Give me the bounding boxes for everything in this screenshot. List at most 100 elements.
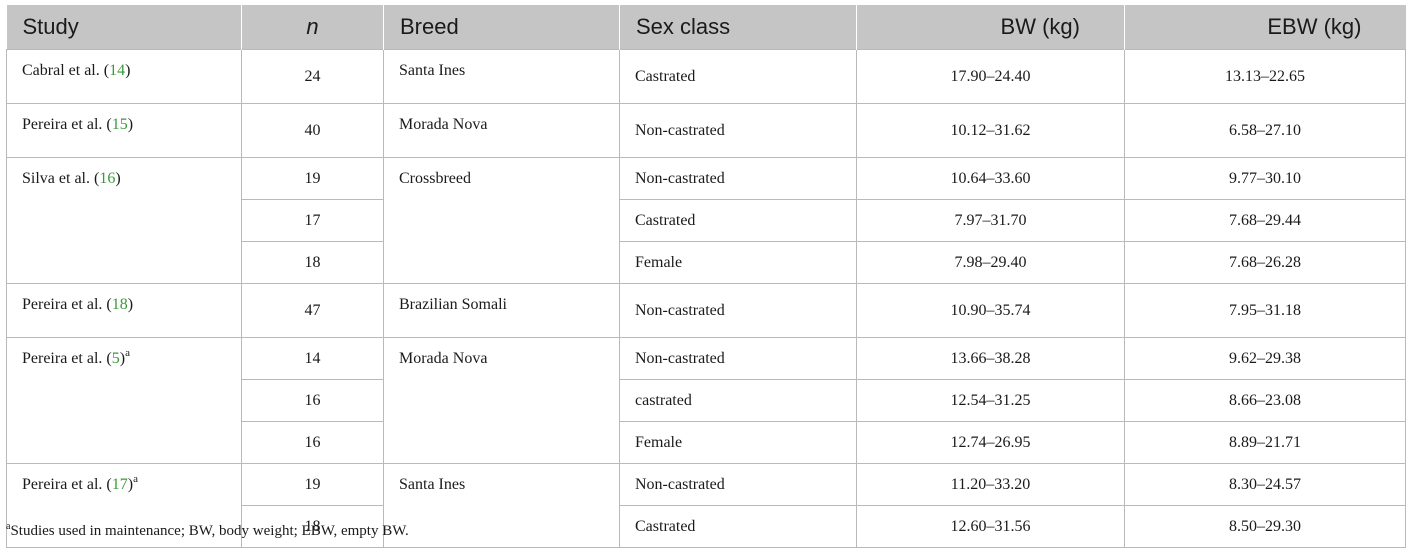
- study-suffix: ): [127, 296, 134, 313]
- footnote-marker: a: [6, 521, 11, 532]
- study-name: Pereira et al. (: [22, 350, 112, 367]
- cell-n: 24: [241, 49, 384, 104]
- table-row: Pereira et al. (17)a 19 Santa Ines Non-cast…: [6, 463, 1406, 548]
- header-study: Study: [6, 5, 242, 50]
- footnote-text: Studies used in maintenance; BW, body we…: [10, 523, 409, 539]
- cell-ebw: 7.68–29.44: [1124, 199, 1406, 242]
- cell-bw: 7.97–31.70: [856, 199, 1125, 242]
- cell-bw: 12.74–26.95: [856, 421, 1125, 464]
- cell-ebw: 13.13–22.65: [1124, 49, 1406, 104]
- cell-sex-class: Non-castrated: [619, 283, 857, 338]
- reference-link[interactable]: 14: [109, 62, 126, 79]
- cell-breed: Brazilian Somali: [383, 283, 620, 338]
- cell-bw: 12.60–31.56: [856, 505, 1125, 548]
- study-name: Silva et al. (: [22, 170, 100, 187]
- table-row: 17 Castrated 7.97–31.70 7.68–29.44: [7, 199, 1406, 242]
- cell-sex-class: Castrated: [619, 505, 857, 548]
- cell-n: 47: [241, 283, 384, 338]
- cell-breed: Crossbreed: [383, 157, 620, 284]
- cell-study: Cabral et al. (14): [6, 49, 242, 104]
- table-row: 18 Female 7.98–29.40 7.68–26.28: [7, 241, 1406, 284]
- cell-sex-class: Non-castrated: [619, 103, 857, 158]
- study-name: Pereira et al. (: [22, 296, 112, 313]
- cell-sex-class: Castrated: [619, 199, 857, 242]
- cell-breed: Morada Nova: [383, 103, 620, 158]
- table-body: Cabral et al. (14) 24 Santa Ines Castrated 1…: [6, 49, 1406, 548]
- cell-ebw: 8.89–21.71: [1124, 421, 1406, 464]
- table-row: Pereira et al. (18) 47 Brazilian Somali Non…: [6, 283, 1406, 338]
- cell-sex-class: Female: [619, 241, 857, 284]
- cell-ebw: 7.95–31.18: [1124, 283, 1406, 338]
- table-row: 18 Castrated 12.60–31.56 8.50–29.30: [7, 505, 1406, 548]
- cell-sex-class: Non-castrated: [619, 337, 857, 380]
- cell-breed: Santa Ines: [383, 49, 620, 104]
- header-ebw: EBW (kg): [1124, 5, 1406, 50]
- cell-sex-class: Non-castrated: [619, 463, 857, 506]
- cell-study: Pereira et al. (18): [6, 283, 242, 338]
- table-row: Pereira et al. (5)a 14 Morada Nova Non-cast…: [6, 337, 1406, 464]
- table-row: 16 Female 12.74–26.95 8.89–21.71: [7, 421, 1406, 464]
- cell-ebw: 6.58–27.10: [1124, 103, 1406, 158]
- cell-ebw: 9.77–30.10: [1124, 157, 1406, 200]
- cell-ebw: 8.66–23.08: [1124, 379, 1406, 422]
- data-table: Study n Breed Sex class BW (kg) EBW (kg)…: [6, 5, 1406, 548]
- cell-ebw: 9.62–29.38: [1124, 337, 1406, 380]
- cell-bw: 10.64–33.60: [856, 157, 1125, 200]
- cell-study: Pereira et al. (5)a: [6, 337, 242, 464]
- data-table-container: Study n Breed Sex class BW (kg) EBW (kg)…: [6, 5, 1406, 548]
- study-suffix: ): [127, 116, 134, 133]
- cell-study: Pereira et al. (17)a: [6, 463, 242, 548]
- table-row: 16 castrated 12.54–31.25 8.66–23.08: [7, 379, 1406, 422]
- cell-n: 18: [241, 241, 384, 284]
- cell-bw: 7.98–29.40: [856, 241, 1125, 284]
- study-suffix: ): [115, 170, 121, 187]
- cell-n: 17: [241, 199, 384, 242]
- cell-n: 19: [241, 157, 384, 200]
- footnote-marker: a: [133, 473, 138, 485]
- cell-bw: 10.12–31.62: [856, 103, 1125, 158]
- cell-n: 18: [241, 505, 384, 548]
- header-bw: BW (kg): [856, 5, 1125, 50]
- cell-bw: 17.90–24.40: [856, 49, 1125, 104]
- cell-n: 19: [241, 463, 384, 506]
- study-suffix: ): [127, 476, 134, 493]
- study-suffix: ): [125, 62, 131, 79]
- footnote-marker: a: [125, 347, 130, 359]
- cell-sex-class: Castrated: [619, 49, 857, 104]
- cell-sex-class: castrated: [619, 379, 857, 422]
- cell-bw: 13.66–38.28: [856, 337, 1125, 380]
- cell-bw: 12.54–31.25: [856, 379, 1125, 422]
- cell-n: 14: [241, 337, 384, 380]
- table-header: Study n Breed Sex class BW (kg) EBW (kg): [6, 5, 1406, 50]
- cell-n: 16: [241, 379, 384, 422]
- study-name: Pereira et al. (: [22, 116, 112, 133]
- cell-ebw: 7.68–26.28: [1124, 241, 1406, 284]
- cell-bw: 10.90–35.74: [856, 283, 1125, 338]
- table-row: Pereira et al. (15) 40 Morada Nova Non-cast…: [6, 103, 1406, 158]
- cell-breed: Morada Nova: [383, 337, 620, 464]
- header-n: n: [241, 5, 384, 50]
- table-row: Silva et al. (16) 19 Crossbreed Non-castrat…: [6, 157, 1406, 284]
- cell-bw: 11.20–33.20: [856, 463, 1125, 506]
- cell-ebw: 8.30–24.57: [1124, 463, 1406, 506]
- cell-n: 40: [241, 103, 384, 158]
- cell-breed: Santa Ines: [383, 463, 620, 548]
- cell-ebw: 8.50–29.30: [1124, 505, 1406, 548]
- study-name: Pereira et al. (: [22, 476, 112, 493]
- study-suffix: ): [119, 350, 126, 367]
- cell-study: Pereira et al. (15): [6, 103, 242, 158]
- header-breed: Breed: [383, 5, 620, 50]
- reference-link[interactable]: 18: [111, 296, 128, 313]
- cell-n: 16: [241, 421, 384, 464]
- header-sex-class: Sex class: [619, 5, 857, 50]
- reference-link[interactable]: 5: [111, 350, 120, 367]
- table-footnote: aStudies used in maintenance; BW, body w…: [6, 521, 409, 540]
- table-row: Cabral et al. (14) 24 Santa Ines Castrated 1…: [6, 49, 1406, 104]
- study-name: Cabral et al. (: [22, 62, 110, 79]
- header-row: Study n Breed Sex class BW (kg) EBW (kg): [6, 5, 1406, 50]
- reference-link[interactable]: 17: [111, 476, 128, 493]
- reference-link[interactable]: 15: [111, 116, 128, 133]
- cell-sex-class: Non-castrated: [619, 157, 857, 200]
- cell-sex-class: Female: [619, 421, 857, 464]
- reference-link[interactable]: 16: [99, 170, 116, 187]
